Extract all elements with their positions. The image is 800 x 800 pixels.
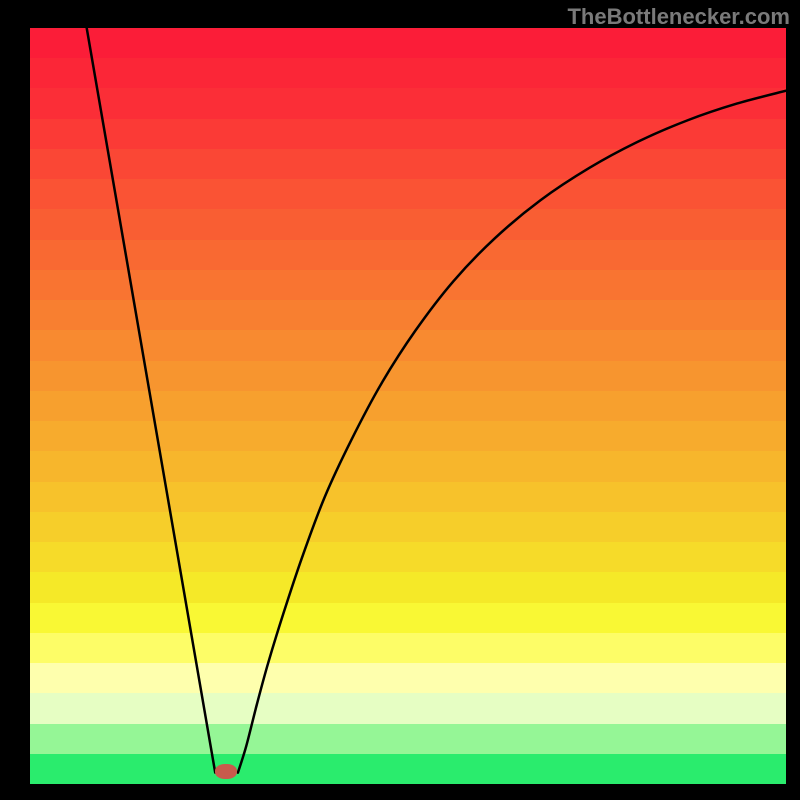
gradient-band bbox=[30, 421, 786, 451]
gradient-band bbox=[30, 542, 786, 572]
gradient-band bbox=[30, 179, 786, 209]
gradient-band bbox=[30, 633, 786, 663]
gradient-band bbox=[30, 451, 786, 481]
gradient-band bbox=[30, 119, 786, 149]
image-container: TheBottlenecker.com bbox=[0, 0, 800, 800]
gradient-band bbox=[30, 300, 786, 330]
gradient-band bbox=[30, 209, 786, 239]
gradient-band bbox=[30, 270, 786, 300]
gradient-band bbox=[30, 572, 786, 602]
gradient-band bbox=[30, 663, 786, 693]
vertex-marker bbox=[215, 764, 237, 779]
gradient-band bbox=[30, 482, 786, 512]
gradient-band bbox=[30, 88, 786, 118]
gradient-band bbox=[30, 149, 786, 179]
gradient-band bbox=[30, 58, 786, 88]
gradient-band bbox=[30, 724, 786, 754]
gradient-band bbox=[30, 240, 786, 270]
gradient-band bbox=[30, 512, 786, 542]
gradient-band bbox=[30, 603, 786, 633]
gradient-band bbox=[30, 361, 786, 391]
gradient-band bbox=[30, 28, 786, 58]
gradient-band bbox=[30, 391, 786, 421]
gradient-band bbox=[30, 754, 786, 784]
plot-area bbox=[30, 28, 786, 784]
gradient-band bbox=[30, 693, 786, 723]
watermark-text: TheBottlenecker.com bbox=[567, 4, 790, 30]
gradient-band bbox=[30, 330, 786, 360]
